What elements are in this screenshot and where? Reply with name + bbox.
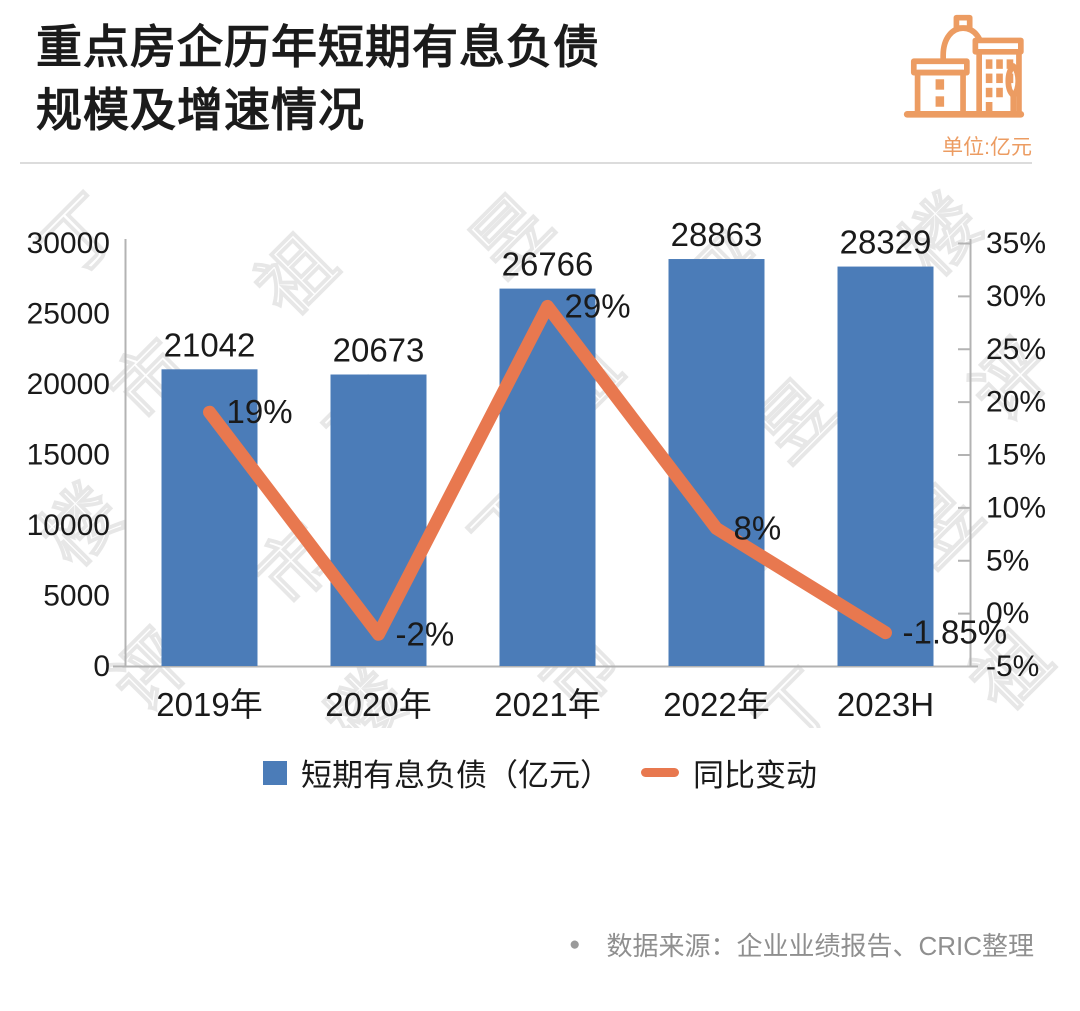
- growth-point-label: -1.85%: [903, 614, 1008, 651]
- right-axis-tick-label: 30%: [986, 280, 1046, 313]
- bar: [837, 266, 934, 666]
- growth-point-label: -2%: [396, 615, 455, 652]
- bar-value-label: 26766: [502, 246, 594, 283]
- header-divider: [20, 162, 1032, 164]
- growth-point-label: 8%: [734, 510, 782, 547]
- x-axis-label: 2019年: [156, 686, 262, 723]
- chart-legend: 短期有息负债（亿元） 同比变动: [0, 750, 1080, 795]
- data-source: ● 数据来源：企业业绩报告、CRIC整理: [569, 926, 1034, 963]
- buildings-icon: [903, 14, 1025, 118]
- right-axis-tick-label: 35%: [986, 227, 1046, 260]
- legend-item-line: 同比变动: [641, 750, 817, 795]
- right-axis-tick-label: -5%: [986, 650, 1039, 683]
- bar-value-label: 21042: [164, 326, 256, 363]
- growth-line: [203, 299, 892, 641]
- page-title: 重点房企历年短期有息负债 规模及增速情况: [36, 16, 600, 142]
- building-windows: [935, 59, 1014, 112]
- growth-point-label: 29%: [565, 287, 631, 324]
- bar-value-label: 28863: [671, 216, 763, 253]
- bar-value-label: 28329: [840, 224, 932, 261]
- x-axis-label: 2020年: [325, 686, 431, 723]
- right-axis-tick-label: 10%: [986, 491, 1046, 524]
- right-axis-tick-label: 25%: [986, 333, 1046, 366]
- data-source-text: 数据来源：企业业绩报告、CRIC整理: [606, 931, 1034, 961]
- left-axis-tick-label: 25000: [27, 298, 110, 331]
- left-axis-tick-label: 5000: [43, 580, 110, 613]
- bar: [330, 374, 427, 666]
- bar-series-label: 短期有息负债（亿元）: [301, 758, 611, 793]
- left-axis-tick-label: 10000: [27, 509, 110, 542]
- right-axis-tick-label: 0%: [986, 597, 1029, 630]
- x-axis-label: 2023H: [837, 686, 934, 723]
- right-axis-tick-label: 20%: [986, 386, 1046, 419]
- x-axis-label: 2021年: [494, 686, 600, 723]
- x-axis-label: 2022年: [663, 686, 769, 723]
- page-title-line1: 重点房企历年短期有息负债: [36, 21, 600, 73]
- bar-series-swatch: [263, 760, 287, 785]
- line-series-label: 同比变动: [693, 758, 817, 793]
- right-axis-tick-label: 15%: [986, 439, 1046, 472]
- legend-item-bar: 短期有息负债（亿元）: [263, 750, 611, 795]
- line-series-swatch: [641, 768, 679, 777]
- growth-point-label: 19%: [227, 393, 293, 430]
- left-axis-tick-label: 0: [93, 650, 110, 683]
- page-title-line2: 规模及增速情况: [36, 84, 365, 136]
- right-axis-tick-label: 5%: [986, 544, 1029, 577]
- left-axis-tick-label: 15000: [27, 439, 110, 472]
- unit-label: 单位:亿元: [942, 136, 1032, 159]
- bullet-icon: ●: [568, 934, 581, 955]
- left-axis-tick-label: 20000: [27, 368, 110, 401]
- bar: [668, 259, 765, 666]
- bar-value-label: 20673: [333, 332, 425, 369]
- left-axis-tick-label: 30000: [27, 227, 110, 260]
